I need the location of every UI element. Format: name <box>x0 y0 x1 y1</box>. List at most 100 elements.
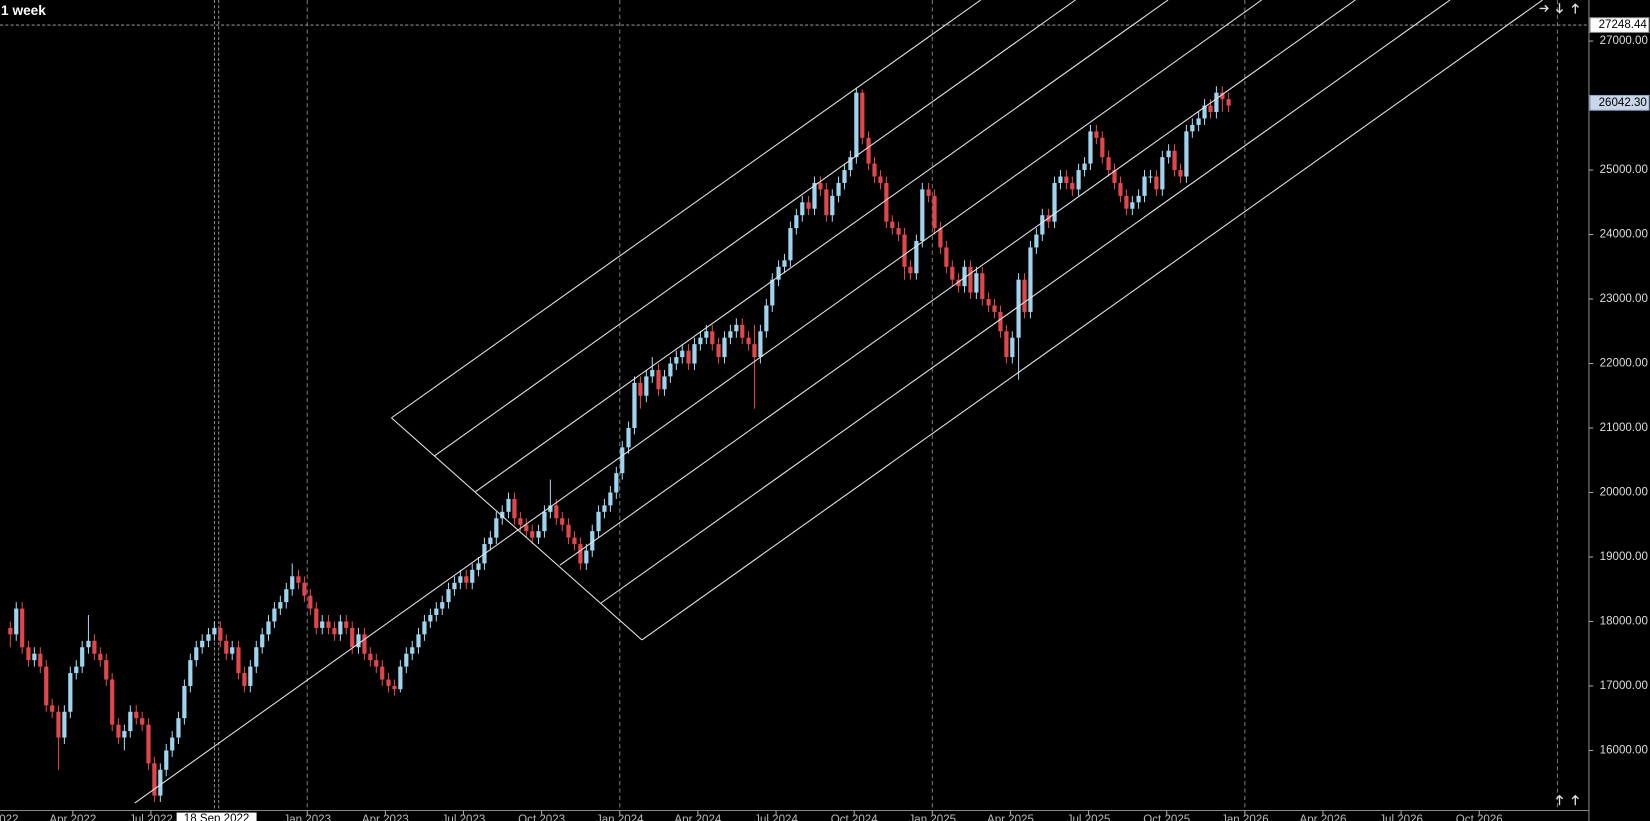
candle-body <box>260 634 265 648</box>
x-tick-label: Apr 2022 <box>49 814 96 821</box>
candle-body <box>56 711 61 738</box>
x-tick-label: Jan 2025 <box>909 814 957 821</box>
candle-body <box>788 228 793 261</box>
icon[interactable] <box>1555 3 1564 14</box>
pitchfork-line <box>600 0 1451 604</box>
candle-body <box>728 331 733 338</box>
candle-body <box>602 505 607 512</box>
candle-body <box>1172 150 1177 171</box>
x-tick-label: Jan 2026 <box>1221 814 1269 821</box>
candle-body <box>920 189 925 241</box>
candle-body <box>740 324 745 338</box>
candle-body <box>110 679 115 725</box>
candle-body <box>710 331 715 345</box>
candle-body <box>962 266 967 287</box>
candle-body <box>80 647 85 667</box>
candle-body <box>302 582 307 596</box>
candle-body <box>470 569 475 583</box>
y-tick-label: 23000.00 <box>1600 293 1648 305</box>
candle-body <box>548 505 553 512</box>
y-tick-label: 22000.00 <box>1600 358 1648 370</box>
candle-body <box>674 357 679 364</box>
candle-body <box>1052 182 1057 222</box>
candle-body <box>374 660 379 667</box>
candle-body <box>752 344 757 358</box>
candle-body <box>278 602 283 609</box>
x-tick-label: Jul 2023 <box>442 814 486 821</box>
candle-body <box>44 666 49 706</box>
candle-body <box>92 640 97 654</box>
candle-body <box>188 660 193 686</box>
candle-body <box>140 718 145 725</box>
candle-body <box>380 666 385 680</box>
candle-body <box>1118 182 1123 196</box>
candle-body <box>800 202 805 216</box>
candle-body <box>956 279 961 287</box>
candle-body <box>578 544 583 564</box>
candle-body <box>1022 279 1027 312</box>
candle-body <box>1154 176 1159 190</box>
y-tick-label: 16000.00 <box>1600 744 1648 756</box>
candle-body <box>1028 247 1033 312</box>
x-tick-label: Jul 2024 <box>754 814 798 821</box>
candle-body <box>848 157 853 171</box>
candle-body <box>1088 131 1093 164</box>
candle-body <box>170 737 175 751</box>
candle-body <box>266 621 271 635</box>
candle-body <box>1040 215 1045 235</box>
candle-body <box>608 492 613 506</box>
candle-body <box>530 531 535 538</box>
candle-body <box>164 750 169 770</box>
candle-body <box>890 221 895 229</box>
candle-body <box>1160 157 1165 190</box>
candle-body <box>902 234 907 267</box>
candle-body <box>716 344 721 358</box>
candle-body <box>320 621 325 628</box>
icon[interactable] <box>1555 794 1564 806</box>
x-tick-label: Jan 2022 <box>0 814 18 821</box>
candle-body <box>1142 176 1147 196</box>
candle-body <box>926 189 931 196</box>
candle-body <box>866 137 871 164</box>
candle-body <box>692 344 697 364</box>
candle-body <box>764 305 769 332</box>
y-tick-label: 24000.00 <box>1600 229 1648 241</box>
candle-body <box>704 331 709 338</box>
candle-body <box>662 376 667 390</box>
y-tick-label: 18000.00 <box>1600 616 1648 628</box>
candle-body <box>938 228 943 248</box>
candle-body <box>794 215 799 229</box>
y-tick-label: 21000.00 <box>1600 422 1648 434</box>
candle-body <box>182 685 187 719</box>
x-tick-label: Apr 2023 <box>362 814 409 821</box>
candle-body <box>1034 234 1039 248</box>
candle-body <box>1070 182 1075 190</box>
icon[interactable] <box>1571 794 1579 806</box>
pitchfork-line <box>641 0 1543 641</box>
candle-body <box>26 647 31 661</box>
candle-body <box>560 518 565 525</box>
candle-body <box>734 324 739 332</box>
candle-body <box>8 627 13 635</box>
candle-body <box>1100 137 1105 158</box>
candle-body <box>974 273 979 293</box>
candle-body <box>458 576 463 583</box>
icon[interactable] <box>1539 4 1549 13</box>
last-price-box <box>1589 94 1650 111</box>
candle-body <box>518 518 523 525</box>
candle-body <box>758 331 763 358</box>
x-tick-label: Oct 2026 <box>1456 814 1503 821</box>
icon[interactable] <box>1571 3 1579 14</box>
candle-body <box>542 511 547 532</box>
candle-body <box>500 511 505 519</box>
x-tick-label: Oct 2025 <box>1143 814 1190 821</box>
candle-body <box>1196 118 1201 125</box>
pitchfork-median <box>134 0 1263 804</box>
candle-body <box>830 195 835 216</box>
x-tick-label: Jul 2022 <box>129 814 173 821</box>
candle-body <box>812 182 817 209</box>
candle-body <box>644 376 649 396</box>
candle-body <box>854 92 859 158</box>
